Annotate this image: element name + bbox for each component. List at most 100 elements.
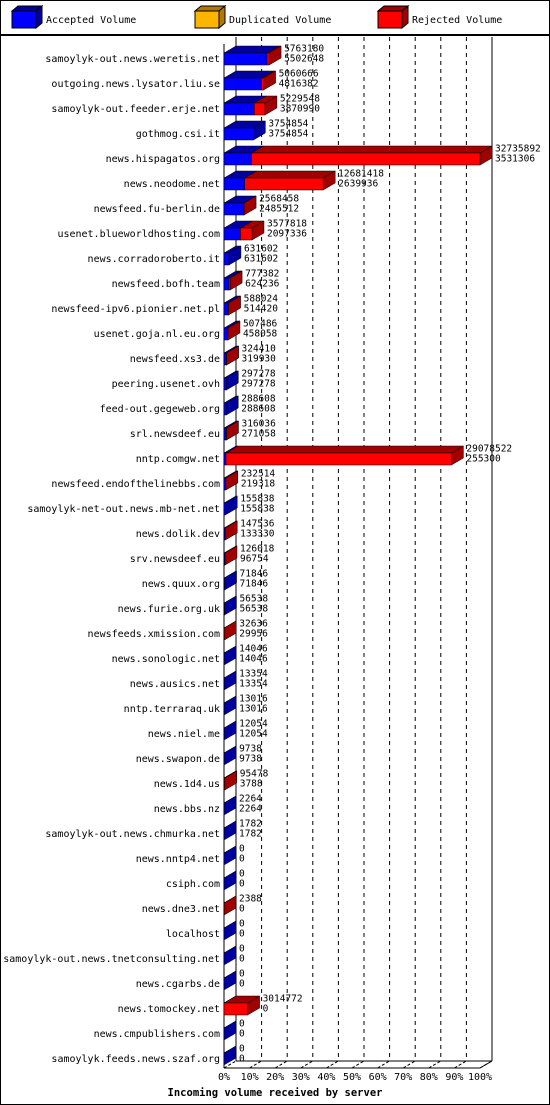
y-tick-label: newsfeed.endofthelinebbs.com bbox=[51, 479, 220, 490]
value-label: 29956 bbox=[239, 629, 268, 640]
value-label: 13016 bbox=[239, 704, 268, 715]
value-label: 3788 bbox=[240, 779, 263, 790]
value-label: 624236 bbox=[245, 279, 280, 290]
value-label: 3870990 bbox=[280, 104, 320, 115]
bar-accepted bbox=[223, 252, 230, 266]
y-tick-label: news.cmpublishers.com bbox=[94, 1029, 220, 1040]
tick-mark bbox=[223, 1060, 237, 1069]
value-label: 288608 bbox=[241, 394, 276, 405]
tick-mark bbox=[249, 1060, 262, 1069]
value-label: 0 bbox=[263, 1004, 269, 1015]
tick-mark bbox=[402, 1060, 416, 1069]
tick-mark bbox=[377, 1060, 390, 1069]
bar-rejected bbox=[223, 777, 225, 791]
y-tick-label: newsfeed.bofh.team bbox=[112, 279, 220, 290]
bar-accepted bbox=[223, 577, 225, 591]
bar-accepted bbox=[223, 452, 227, 466]
bar-rejected bbox=[251, 152, 481, 166]
bar-rejected-top bbox=[225, 445, 465, 454]
value-label: 324410 bbox=[242, 344, 277, 355]
value-label: 5060666 bbox=[279, 69, 319, 80]
y-tick-label: nntp.terraraq.uk bbox=[124, 704, 220, 715]
value-label: 155838 bbox=[240, 504, 275, 515]
y-tick-label: news.nntp4.net bbox=[136, 854, 220, 865]
bar-accepted-side bbox=[223, 745, 237, 766]
bar-rejected bbox=[254, 102, 266, 116]
value-label: 297278 bbox=[241, 379, 276, 390]
bar-accepted-side bbox=[224, 570, 237, 591]
value-label: 95478 bbox=[240, 769, 269, 780]
y-tick-label: news.dne3.net bbox=[142, 904, 220, 915]
y-tick-label: samoylyk-out.news.weretis.net bbox=[45, 54, 220, 65]
bar-accepted-side bbox=[223, 820, 237, 841]
value-label: 13016 bbox=[239, 694, 268, 705]
value-label: 9738 bbox=[239, 744, 262, 755]
value-label: 3531306 bbox=[495, 154, 535, 165]
y-tick-label: samoylyk-net-out.news.mb-net.net bbox=[27, 504, 220, 515]
value-label: 32735892 bbox=[495, 144, 541, 155]
y-tick-label: samoylyk-out.news.tnetconsulting.net bbox=[3, 954, 220, 965]
bar-rejected bbox=[225, 452, 452, 466]
y-tick-label: srl.newsdeef.eu bbox=[130, 429, 220, 440]
value-label: 3577818 bbox=[267, 219, 307, 230]
value-label: 588024 bbox=[244, 294, 279, 305]
value-label: 631602 bbox=[244, 244, 278, 255]
bar-accepted-side bbox=[223, 970, 237, 991]
bar-accepted-side bbox=[224, 595, 237, 616]
legend-label: Rejected Volume bbox=[412, 15, 502, 26]
bar-rejected-top bbox=[243, 170, 337, 179]
bar-accepted-side bbox=[223, 945, 237, 966]
value-label: 0 bbox=[239, 919, 245, 930]
bar-accepted bbox=[223, 152, 252, 166]
legend-label: Accepted Volume bbox=[46, 15, 136, 26]
x-axis-title: Incoming volume received by server bbox=[168, 1087, 383, 1099]
bar-accepted bbox=[223, 177, 245, 191]
value-label: 71846 bbox=[240, 579, 269, 590]
value-label: 3014772 bbox=[263, 994, 303, 1005]
y-tick-label: newsfeeds.xmission.com bbox=[88, 629, 220, 640]
bar-accepted bbox=[223, 427, 227, 441]
value-label: 1782 bbox=[239, 819, 262, 830]
x-tick-label: 30% bbox=[292, 1072, 310, 1083]
bar-accepted bbox=[223, 402, 227, 416]
tick-mark bbox=[274, 1060, 288, 1069]
value-label: 458058 bbox=[243, 329, 278, 340]
bar-accepted-side bbox=[223, 720, 237, 741]
tick-mark bbox=[428, 1060, 442, 1069]
value-label: 2485512 bbox=[259, 204, 299, 215]
bar-accepted bbox=[223, 202, 244, 216]
value-label: 232514 bbox=[241, 469, 276, 480]
value-label: 0 bbox=[239, 954, 245, 965]
value-label: 0 bbox=[239, 969, 245, 980]
value-label: 1782 bbox=[239, 829, 262, 840]
bar-rejected-side bbox=[223, 895, 237, 916]
bar-accepted-side bbox=[223, 1045, 237, 1066]
y-tick-label: news.hispagatos.org bbox=[106, 154, 220, 165]
value-label: 12054 bbox=[239, 729, 268, 740]
value-label: 271058 bbox=[241, 429, 276, 440]
y-tick-label: news.quux.org bbox=[142, 579, 220, 590]
y-tick-label: csiph.com bbox=[166, 879, 220, 890]
x-tick-label: 80% bbox=[420, 1072, 438, 1083]
value-label: 5229548 bbox=[280, 94, 320, 105]
bar-rejected-side bbox=[224, 620, 237, 641]
value-label: 2639936 bbox=[338, 179, 378, 190]
value-label: 0 bbox=[239, 879, 245, 890]
bar-rejected bbox=[223, 1002, 248, 1016]
x-tick-label: 70% bbox=[394, 1072, 412, 1083]
y-tick-label: news.tomockey.net bbox=[118, 1004, 220, 1015]
y-tick-label: news.sonologic.net bbox=[112, 654, 220, 665]
bar-rejected-top bbox=[250, 145, 493, 154]
bar-accepted bbox=[223, 127, 254, 141]
value-label: 631602 bbox=[244, 254, 278, 265]
value-label: 288608 bbox=[241, 404, 276, 415]
value-label: 0 bbox=[239, 929, 245, 940]
y-tick-label: news.bbs.nz bbox=[154, 804, 220, 815]
y-tick-label: news.swapon.de bbox=[136, 754, 220, 765]
legend-swatch bbox=[11, 10, 37, 29]
value-label: 96754 bbox=[240, 554, 269, 565]
y-tick-label: samoylyk-out.news.chmurka.net bbox=[45, 829, 220, 840]
value-label: 316036 bbox=[241, 419, 276, 430]
tick-mark bbox=[454, 1060, 467, 1069]
